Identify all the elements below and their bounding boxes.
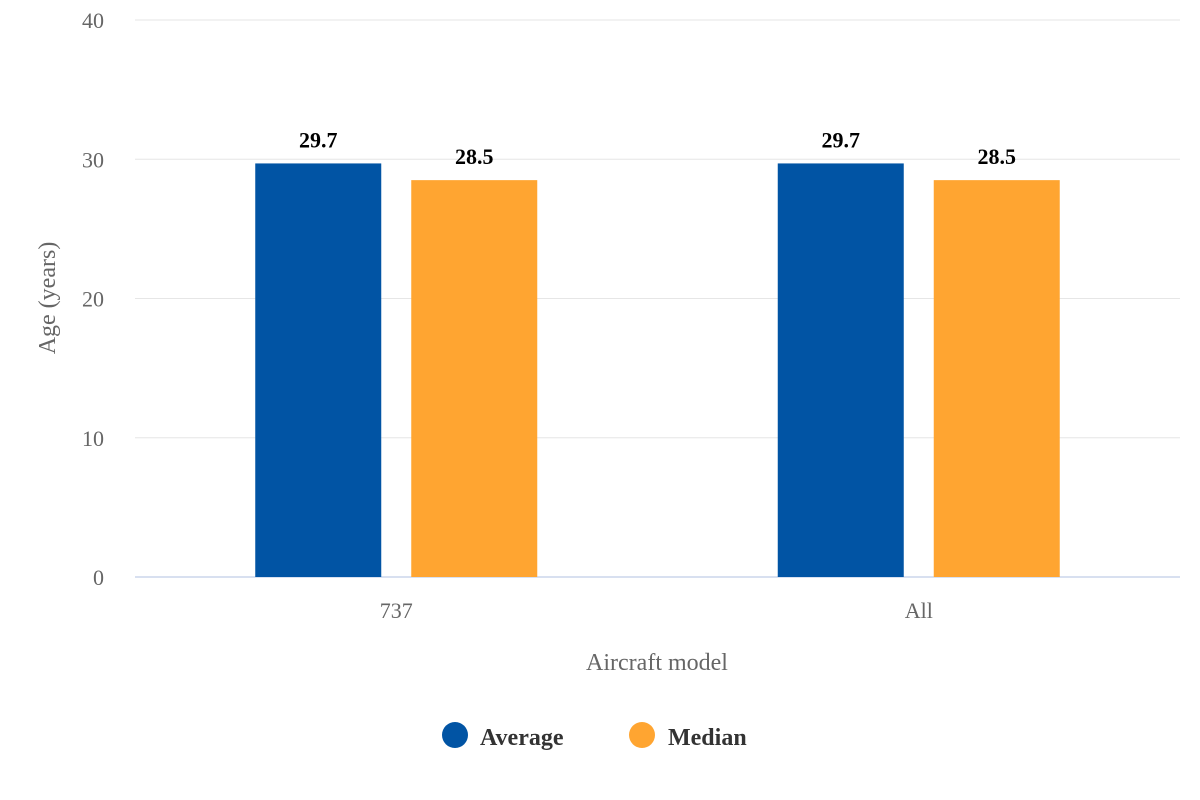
y-tick-label: 30 — [82, 147, 104, 172]
bar-average-all — [777, 163, 904, 578]
y-axis-title: Age (years) — [35, 242, 61, 355]
data-labels: 29.7 28.5 29.7 28.5 — [299, 127, 1016, 169]
y-tick-label: 20 — [82, 287, 104, 312]
y-axis-ticks: 0 10 20 30 40 — [82, 8, 104, 590]
legend-label: Average — [480, 725, 564, 751]
bars — [255, 163, 1060, 578]
legend-label: Median — [668, 725, 747, 751]
legend-item-median[interactable]: Median — [629, 722, 747, 751]
data-label: 28.5 — [455, 144, 494, 169]
x-axis-ticks: 737 All — [380, 598, 933, 623]
legend-marker — [629, 722, 655, 748]
bar-average-737 — [255, 163, 382, 578]
y-tick-label: 10 — [82, 426, 104, 451]
legend-item-average[interactable]: Average — [442, 722, 564, 751]
data-label: 29.7 — [299, 127, 338, 152]
bar-median-737 — [411, 180, 538, 577]
legend: Average Median — [442, 722, 747, 751]
data-label: 29.7 — [822, 127, 861, 152]
y-tick-label: 40 — [82, 8, 104, 33]
legend-marker — [442, 722, 468, 748]
data-label: 28.5 — [978, 144, 1017, 169]
x-tick-label: All — [905, 598, 933, 623]
bar-median-all — [933, 180, 1060, 577]
x-axis-title: Aircraft model — [586, 650, 728, 676]
y-tick-label: 0 — [93, 565, 104, 590]
x-tick-label: 737 — [380, 598, 413, 623]
